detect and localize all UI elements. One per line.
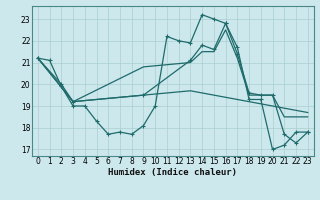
X-axis label: Humidex (Indice chaleur): Humidex (Indice chaleur) [108,168,237,177]
